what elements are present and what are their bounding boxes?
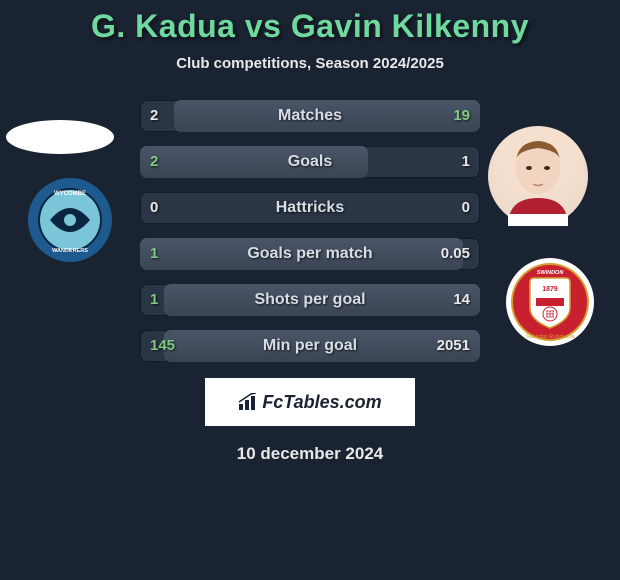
club-crest-right: 1879 SWINDON Salubritas Et Industria xyxy=(506,258,594,346)
chart-icon xyxy=(238,393,260,411)
svg-text:WYCOMBE: WYCOMBE xyxy=(54,191,86,197)
stat-row: 219Matches xyxy=(140,100,480,132)
svg-text:1879: 1879 xyxy=(542,286,558,293)
stat-label: Goals xyxy=(140,146,480,178)
page-title: G. Kadua vs Gavin Kilkenny xyxy=(0,8,620,45)
stat-row: 10.05Goals per match xyxy=(140,238,480,270)
fctables-logo[interactable]: FcTables.com xyxy=(205,378,415,426)
subtitle: Club competitions, Season 2024/2025 xyxy=(0,55,620,72)
svg-text:SWINDON: SWINDON xyxy=(537,270,565,276)
stat-row: 114Shots per goal xyxy=(140,284,480,316)
stat-row: 1452051Min per goal xyxy=(140,330,480,362)
date-label: 10 december 2024 xyxy=(0,444,620,464)
player-left-avatar xyxy=(6,120,114,154)
stat-label: Min per goal xyxy=(140,330,480,362)
svg-text:WANDERERS: WANDERERS xyxy=(52,248,88,254)
stat-row: 21Goals xyxy=(140,146,480,178)
stat-label: Goals per match xyxy=(140,238,480,270)
player-right-avatar xyxy=(488,126,588,226)
fctables-label: FcTables.com xyxy=(238,392,381,413)
club-crest-left: WYCOMBE WANDERERS xyxy=(26,176,114,264)
svg-text:Salubritas Et Industria: Salubritas Et Industria xyxy=(526,334,575,340)
stat-label: Hattricks xyxy=(140,192,480,224)
stat-label: Shots per goal xyxy=(140,284,480,316)
stat-row: 00Hattricks xyxy=(140,192,480,224)
stat-label: Matches xyxy=(140,100,480,132)
